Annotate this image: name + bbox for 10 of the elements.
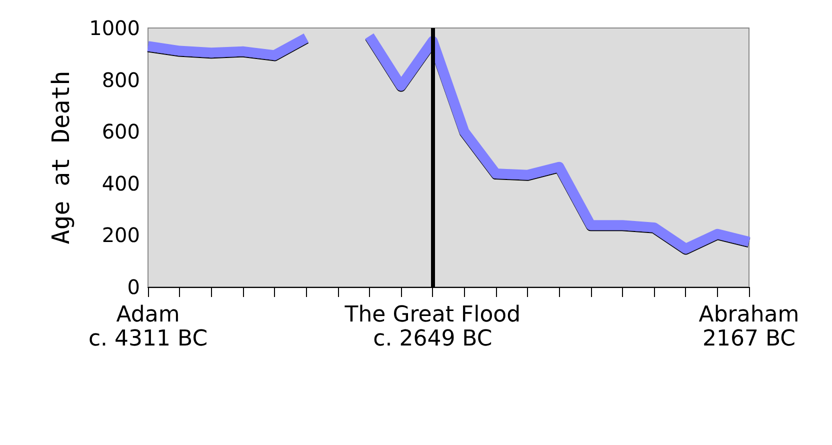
x-tick-label: Adam c. 4311 BC xyxy=(88,302,208,352)
y-tick-label: 400 xyxy=(102,171,140,196)
y-tick-label: 800 xyxy=(102,68,140,92)
y-tick-label: 1000 xyxy=(89,16,140,40)
y-tick-label: 0 xyxy=(127,275,140,299)
x-tick-label: Abraham 2167 BC xyxy=(698,302,800,352)
y-tick-label: 200 xyxy=(102,223,140,248)
y-tick-label: 600 xyxy=(102,120,140,144)
x-tick-label: The Great Flood c. 2649 BC xyxy=(344,302,521,352)
y-axis-title: Age at Death xyxy=(47,70,75,244)
